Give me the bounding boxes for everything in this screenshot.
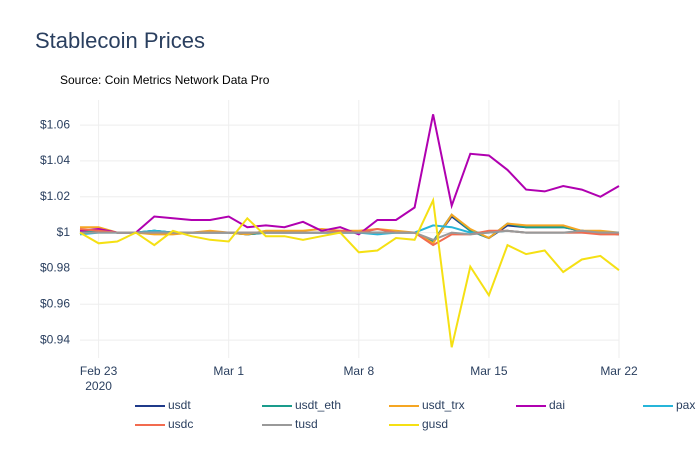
legend-label: usdt_trx: [422, 398, 465, 412]
y-tick-label: $1: [57, 225, 71, 239]
legend-label: pax: [676, 398, 695, 412]
x-tick-label: Mar 1: [213, 364, 244, 378]
legend-label: dai: [549, 398, 565, 412]
series-line: [79, 215, 620, 243]
series-line: [79, 114, 620, 236]
legend-label: tusd: [295, 417, 318, 431]
x-tick-label: 2020: [85, 379, 112, 393]
y-tick-label: $1.04: [40, 153, 70, 167]
y-tick-label: $0.96: [40, 296, 70, 310]
x-tick-label: Mar 15: [470, 364, 508, 378]
series-line: [79, 196, 620, 348]
x-tick-label: Mar 8: [343, 364, 374, 378]
x-tick-label: Feb 23: [80, 364, 118, 378]
chart-title: Stablecoin Prices: [35, 28, 205, 53]
y-tick-label: $1.02: [40, 189, 70, 203]
series-line: [79, 213, 620, 243]
y-tick-label: $0.94: [40, 332, 70, 346]
legend-label: usdt: [168, 398, 191, 412]
legend-label: gusd: [422, 417, 448, 431]
chart-subtitle: Source: Coin Metrics Network Data Pro: [60, 73, 270, 87]
x-tick-label: Mar 22: [600, 364, 638, 378]
y-tick-label: $1.06: [40, 117, 70, 131]
legend-label: usdc: [168, 417, 193, 431]
y-tick-label: $0.98: [40, 261, 70, 275]
legend-label: usdt_eth: [295, 398, 341, 412]
